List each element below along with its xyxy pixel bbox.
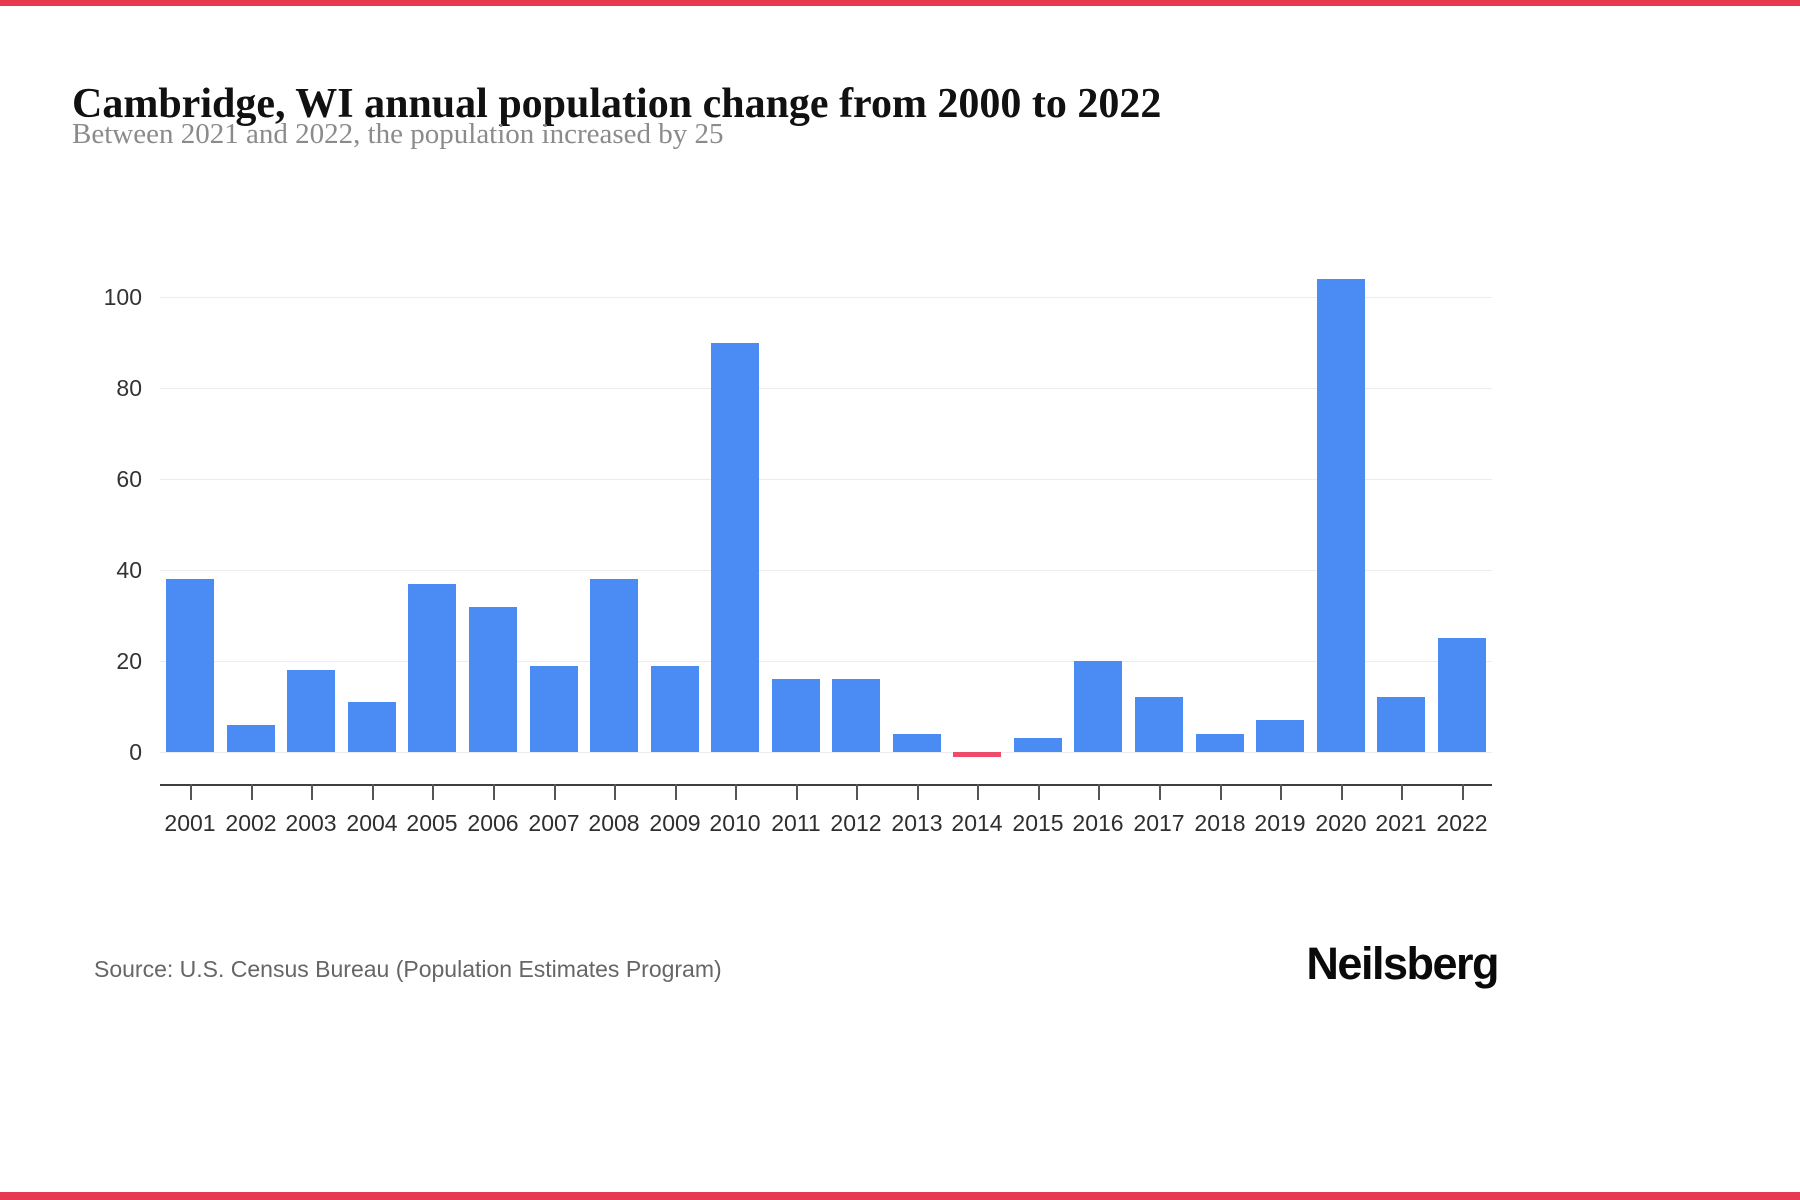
x-tick-label-2001: 2001 <box>164 810 216 836</box>
y-tick-label-60: 60 <box>116 466 142 493</box>
bar-2018 <box>1196 733 1244 752</box>
plot-area: 0 20 40 60 80 100 2001 2002 2003 2004 2005 2006 2007… <box>104 252 1492 836</box>
x-tick-label-2013: 2013 <box>891 810 943 836</box>
x-tick-label-2002: 2002 <box>225 810 277 836</box>
x-tick-2001 <box>190 784 192 800</box>
bar-2022 <box>1438 638 1486 752</box>
y-tick-label-20: 20 <box>116 648 142 675</box>
x-tick-2018 <box>1220 784 1222 800</box>
x-tick-2013 <box>917 784 919 800</box>
gridline-100 <box>160 297 1492 299</box>
x-tick-2005 <box>432 784 434 800</box>
bar-2007 <box>530 665 578 752</box>
bar-2010 <box>711 342 759 752</box>
y-tick-label-40: 40 <box>116 557 142 584</box>
brand-logo: Neilsberg <box>1306 938 1499 989</box>
x-tick-2008 <box>614 784 616 800</box>
y-tick-label-80: 80 <box>116 375 142 402</box>
bar-2005 <box>408 583 456 752</box>
bar-2006 <box>469 606 517 752</box>
bar-2003 <box>287 670 335 752</box>
x-tick-label-2014: 2014 <box>951 810 1003 836</box>
x-tick-2022 <box>1462 784 1464 800</box>
page-subtitle: Between 2021 and 2022, the population in… <box>72 118 724 150</box>
bar-chart: 0 20 40 60 80 100 2001 2002 2003 2004 2005 2006 2007… <box>0 252 1800 892</box>
x-tick-2011 <box>796 784 798 800</box>
x-tick-label-2022: 2022 <box>1436 810 1488 836</box>
top-accent-bar <box>0 0 1800 6</box>
gridline-60 <box>160 479 1492 481</box>
bar-2016 <box>1074 661 1122 752</box>
bottom-accent-bar <box>0 1192 1800 1200</box>
x-tick-2021 <box>1401 784 1403 800</box>
x-tick-label-2012: 2012 <box>830 810 882 836</box>
x-tick-label-2019: 2019 <box>1254 810 1306 836</box>
bar-2001 <box>166 579 214 752</box>
x-tick-2004 <box>372 784 374 800</box>
x-tick-2007 <box>554 784 556 800</box>
x-tick-label-2003: 2003 <box>285 810 337 836</box>
gridline-40 <box>160 570 1492 572</box>
bar-2014 <box>953 752 1001 757</box>
gridline-80 <box>160 388 1492 390</box>
bar-2015 <box>1014 738 1062 752</box>
bar-2004 <box>348 702 396 752</box>
x-tick-2003 <box>311 784 313 800</box>
x-tick-label-2011: 2011 <box>771 810 821 836</box>
bar-2011 <box>772 679 820 752</box>
x-tick-2016 <box>1098 784 1100 800</box>
x-tick-label-2015: 2015 <box>1012 810 1064 836</box>
bar-2002 <box>227 724 275 752</box>
bar-2021 <box>1377 697 1425 752</box>
x-tick-2002 <box>251 784 253 800</box>
x-tick-2015 <box>1038 784 1040 800</box>
x-tick-label-2006: 2006 <box>467 810 519 836</box>
x-tick-label-2010: 2010 <box>709 810 761 836</box>
bar-2017 <box>1135 697 1183 752</box>
bar-2009 <box>651 665 699 752</box>
bar-2013 <box>893 733 941 752</box>
x-tick-2014 <box>977 784 979 800</box>
bar-2020 <box>1317 279 1365 752</box>
x-tick-label-2016: 2016 <box>1072 810 1124 836</box>
x-tick-label-2005: 2005 <box>406 810 458 836</box>
x-tick-2012 <box>856 784 858 800</box>
x-tick-label-2018: 2018 <box>1194 810 1246 836</box>
y-tick-label-100: 100 <box>103 284 142 311</box>
x-tick-label-2008: 2008 <box>588 810 640 836</box>
x-tick-2020 <box>1341 784 1343 800</box>
gridline-20 <box>160 661 1492 663</box>
x-axis-line <box>160 784 1492 786</box>
bar-2008 <box>590 579 638 752</box>
x-tick-label-2017: 2017 <box>1133 810 1185 836</box>
y-tick-label-0: 0 <box>129 739 142 765</box>
x-tick-2017 <box>1159 784 1161 800</box>
bar-2019 <box>1256 720 1304 752</box>
x-tick-label-2007: 2007 <box>528 810 580 836</box>
source-note: Source: U.S. Census Bureau (Population E… <box>94 956 722 982</box>
gridline-0 <box>160 752 1492 753</box>
x-tick-2009 <box>675 784 677 800</box>
bar-2012 <box>832 679 880 752</box>
x-tick-label-2020: 2020 <box>1315 810 1367 836</box>
x-tick-2010 <box>735 784 737 800</box>
x-tick-label-2009: 2009 <box>649 810 701 836</box>
page-title: Cambridge, WI annual population change f… <box>72 81 1162 128</box>
x-tick-label-2021: 2021 <box>1375 810 1427 836</box>
x-tick-2019 <box>1280 784 1282 800</box>
x-tick-2006 <box>493 784 495 800</box>
x-tick-label-2004: 2004 <box>346 810 398 836</box>
